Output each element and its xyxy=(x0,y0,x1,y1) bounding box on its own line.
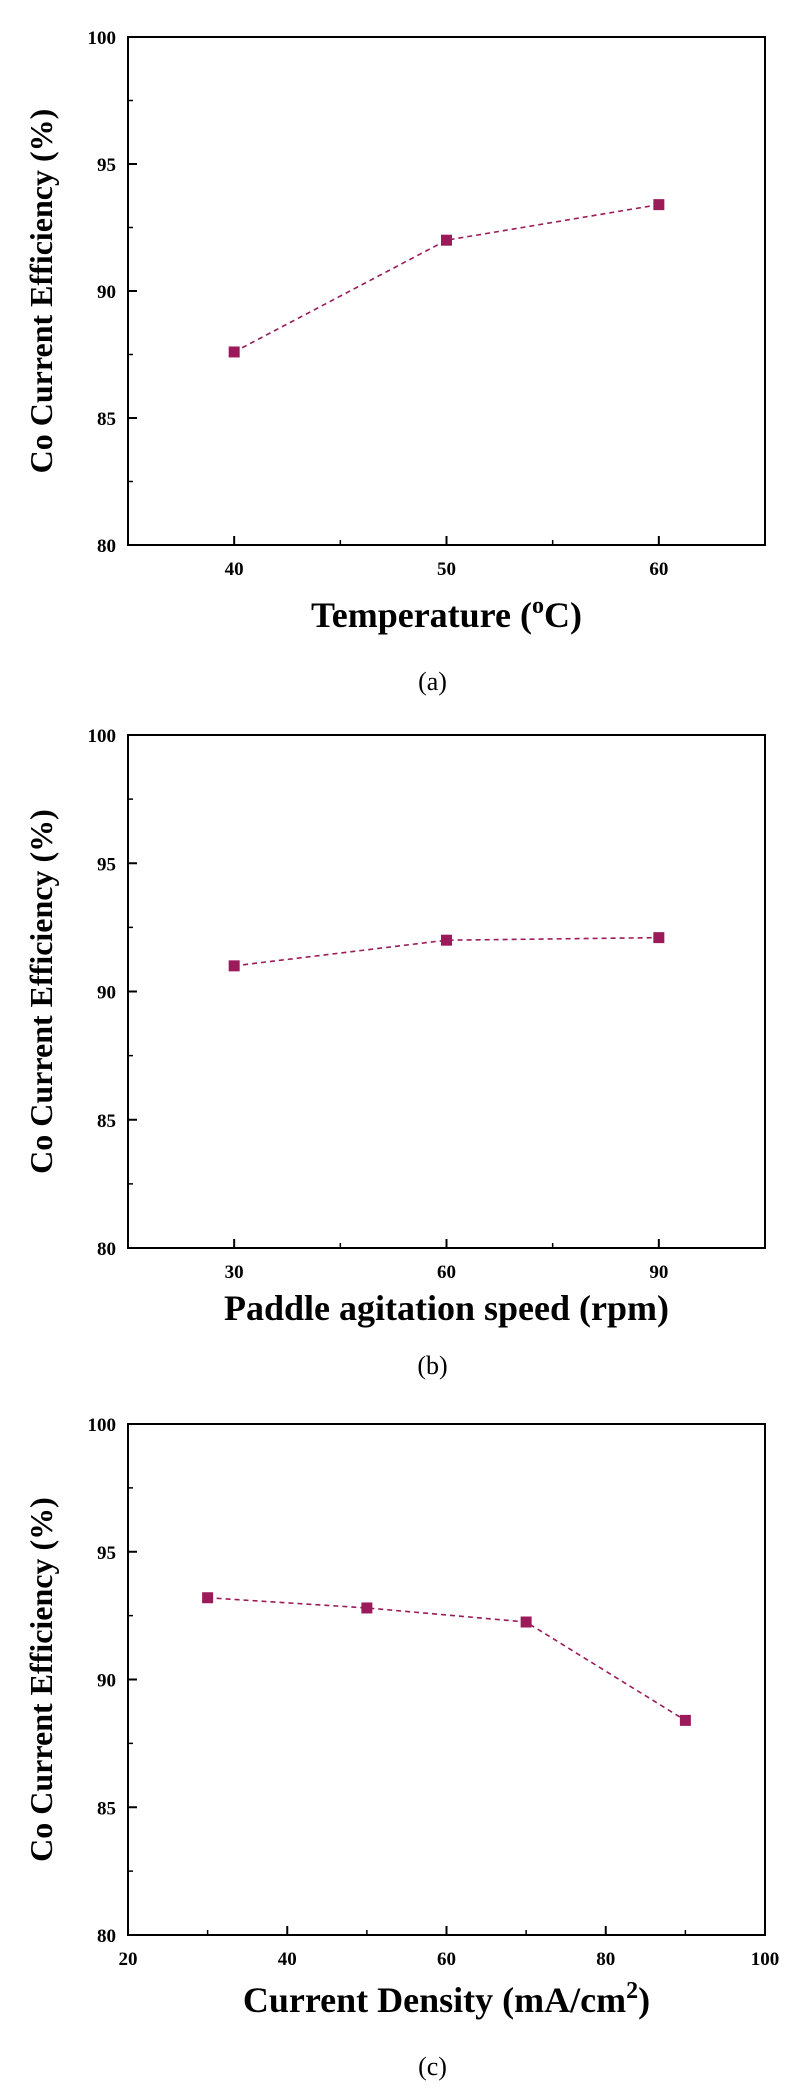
data-point xyxy=(441,934,452,946)
x-tick-label: 60 xyxy=(649,559,668,580)
x-tick-label: 80 xyxy=(596,1949,615,1970)
panel-caption: (a) xyxy=(418,667,447,696)
y-axis-title: Co Current Efficiency (%) xyxy=(23,109,59,474)
x-tick-label: 20 xyxy=(119,1949,138,1970)
series-line xyxy=(233,203,659,353)
series-line xyxy=(207,1596,686,1722)
data-point xyxy=(441,234,452,246)
data-point xyxy=(228,960,240,972)
data-point xyxy=(653,199,665,211)
y-tick-label: 80 xyxy=(97,1926,116,1947)
series-line xyxy=(234,936,659,967)
plot-frame xyxy=(127,1423,766,1936)
x-tick-label: 30 xyxy=(225,1262,244,1283)
y-tick-label: 100 xyxy=(88,28,117,49)
data-point xyxy=(361,1602,373,1614)
x-tick-label: 40 xyxy=(225,559,244,580)
chart-panel-3: 80 85 90 95 100 20 40 60 80 100 Co Current Efficie… xyxy=(23,1415,779,2081)
data-point xyxy=(202,1592,214,1604)
x-tick-label: 40 xyxy=(278,1949,297,1970)
y-tick-label: 85 xyxy=(97,1798,116,1819)
chart-panel-2: 80 85 90 95 100 30 60 90 Co Current Efficiency (… xyxy=(23,726,766,1380)
y-tick-label: 100 xyxy=(88,1415,117,1436)
plot-frame xyxy=(127,36,766,546)
y-tick-label: 80 xyxy=(97,536,116,557)
data-point xyxy=(679,1714,691,1726)
x-axis-title: Temperature (oC) xyxy=(311,593,582,635)
y-tick-label: 85 xyxy=(97,409,116,430)
data-point xyxy=(520,1616,532,1628)
data-point xyxy=(228,346,240,358)
chart-panel-1: 80 85 90 95 100 40 50 60 Co Current Efficiency (… xyxy=(23,28,766,696)
x-tick-label: 90 xyxy=(649,1262,668,1283)
y-tick-label: 90 xyxy=(97,282,116,303)
x-axis-title: Current Density (mA/cm2) xyxy=(243,1978,650,2020)
x-tick-label: 60 xyxy=(437,1262,456,1283)
y-tick-label: 80 xyxy=(97,1239,116,1260)
y-tick-label: 90 xyxy=(97,1671,116,1692)
y-tick-label: 100 xyxy=(88,726,117,747)
y-tick-label: 90 xyxy=(97,983,116,1004)
panel-caption: (b) xyxy=(417,1351,447,1380)
y-axis-title: Co Current Efficiency (%) xyxy=(23,809,59,1174)
plot-frame xyxy=(127,734,766,1249)
y-tick-label: 95 xyxy=(97,854,116,875)
data-point xyxy=(653,932,665,944)
x-tick-label: 60 xyxy=(437,1949,456,1970)
y-tick-label: 85 xyxy=(97,1111,116,1132)
x-axis-title: Paddle agitation speed (rpm) xyxy=(224,1288,669,1328)
y-tick-label: 95 xyxy=(97,1543,116,1564)
panel-caption: (c) xyxy=(418,2052,447,2081)
y-tick-label: 95 xyxy=(97,155,116,176)
x-tick-label: 50 xyxy=(437,559,456,580)
y-axis-title: Co Current Efficiency (%) xyxy=(23,1497,59,1862)
x-tick-label: 100 xyxy=(751,1949,780,1970)
